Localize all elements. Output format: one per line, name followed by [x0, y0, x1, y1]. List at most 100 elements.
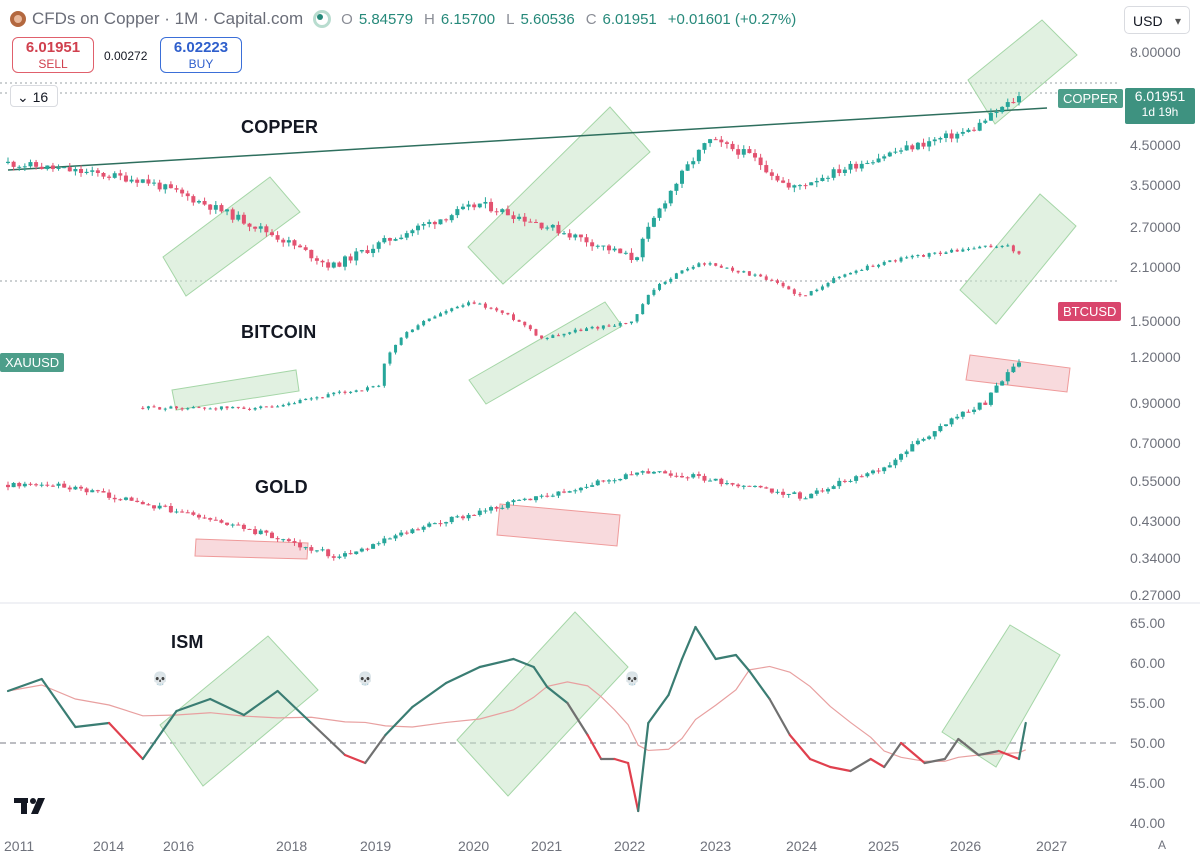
candle-body	[719, 478, 724, 485]
candle-body	[22, 166, 27, 168]
candle-body	[382, 363, 386, 386]
candle-body	[882, 467, 887, 472]
candle-body	[236, 214, 241, 220]
ism-line-segment	[6, 677, 43, 693]
candle-body	[938, 426, 943, 432]
candle-body	[988, 112, 993, 121]
candle-body	[213, 519, 218, 521]
candle-body	[213, 205, 218, 210]
candle-body	[17, 482, 22, 487]
candle-body	[208, 204, 213, 210]
candle-body	[11, 161, 16, 167]
indicators-toggle[interactable]: ⌄ 16	[10, 85, 58, 107]
auto-scale-button[interactable]: A	[1158, 838, 1167, 852]
candle-body	[387, 238, 392, 241]
candle-body	[382, 238, 387, 243]
candle-body	[596, 326, 600, 329]
currency-value: USD	[1133, 13, 1163, 29]
ohlc-low-label: L	[506, 10, 515, 28]
price-tick-label: 2.10000	[1130, 259, 1181, 275]
candle-body	[691, 266, 695, 269]
symbol-title[interactable]: CFDs on Copper · 1M · Capital.com	[32, 9, 304, 28]
candle-body	[803, 498, 808, 500]
candle-body	[208, 518, 213, 520]
candle-body	[253, 226, 258, 229]
candle-body	[736, 149, 741, 155]
ism-line-segment	[478, 657, 515, 669]
buy-button[interactable]: 6.02223 BUY	[160, 37, 242, 73]
candle-body	[157, 505, 162, 509]
candle-body	[287, 403, 291, 406]
candle-body	[112, 497, 117, 500]
candle-series	[6, 91, 1021, 561]
candle-body	[652, 289, 656, 295]
candle-body	[444, 311, 448, 314]
candle-body	[674, 273, 678, 279]
candle-body	[152, 406, 156, 408]
candle-body	[534, 329, 538, 336]
candle-body	[248, 408, 252, 410]
candle-body	[747, 271, 751, 276]
candle-body	[943, 424, 948, 427]
ism-line-segment	[74, 721, 111, 729]
candle-body	[197, 407, 201, 409]
candle-body	[505, 502, 510, 508]
candle-body	[242, 407, 246, 409]
tradingview-logo-icon[interactable]	[14, 796, 50, 816]
candle-body	[562, 333, 566, 336]
candle-body	[241, 214, 246, 224]
candle-body	[298, 245, 303, 248]
candle-body	[483, 303, 487, 308]
candle-body	[629, 252, 634, 260]
candle-body	[651, 471, 656, 474]
candle-body	[298, 400, 302, 404]
candle-body	[573, 329, 577, 333]
candle-body	[39, 166, 44, 170]
ism-line-segment	[869, 757, 886, 769]
candle-body	[163, 505, 168, 507]
candle-body	[309, 249, 314, 259]
candle-body	[191, 407, 195, 409]
currency-select[interactable]: USD ▾	[1124, 6, 1190, 34]
market-status-icon[interactable]	[313, 10, 332, 28]
candle-body	[483, 510, 488, 512]
candle-body	[809, 291, 813, 296]
candle-body	[876, 470, 881, 472]
candle-body	[657, 208, 662, 218]
candle-body	[781, 491, 786, 495]
candle-body	[770, 279, 774, 281]
candle-body	[887, 152, 892, 157]
candle-body	[247, 528, 252, 530]
candle-body	[494, 211, 499, 213]
candle-body	[432, 523, 437, 525]
candle-body	[753, 153, 758, 158]
price-tick-label: 0.43000	[1130, 513, 1181, 529]
ism-line-segment	[829, 765, 852, 773]
sell-button[interactable]: 6.01951 SELL	[12, 37, 94, 73]
candle-body	[522, 216, 527, 222]
candle-body	[264, 530, 269, 533]
buy-price: 6.02223	[173, 39, 229, 56]
candle-body	[360, 390, 364, 392]
candle-body	[545, 227, 550, 229]
candle-body	[977, 122, 982, 131]
copper-zone-2026	[967, 19, 1078, 125]
candle-body	[281, 239, 286, 243]
candle-body	[416, 529, 421, 531]
candle-body	[6, 484, 10, 488]
xau-series-tag: XAUUSD	[0, 353, 65, 372]
year-tick-label: 2023	[700, 838, 732, 854]
price-tick-label: 0.55000	[1130, 473, 1181, 489]
candle-body	[702, 475, 707, 481]
candle-body	[719, 265, 723, 268]
candle-body	[236, 406, 240, 408]
candle-body	[326, 549, 331, 557]
candle-body	[713, 478, 718, 481]
candle-body	[489, 507, 494, 511]
candle-body	[84, 171, 89, 173]
candle-body	[444, 522, 449, 524]
candle-body	[168, 505, 173, 513]
ism-line-segment	[680, 625, 697, 661]
candle-body	[640, 238, 645, 258]
